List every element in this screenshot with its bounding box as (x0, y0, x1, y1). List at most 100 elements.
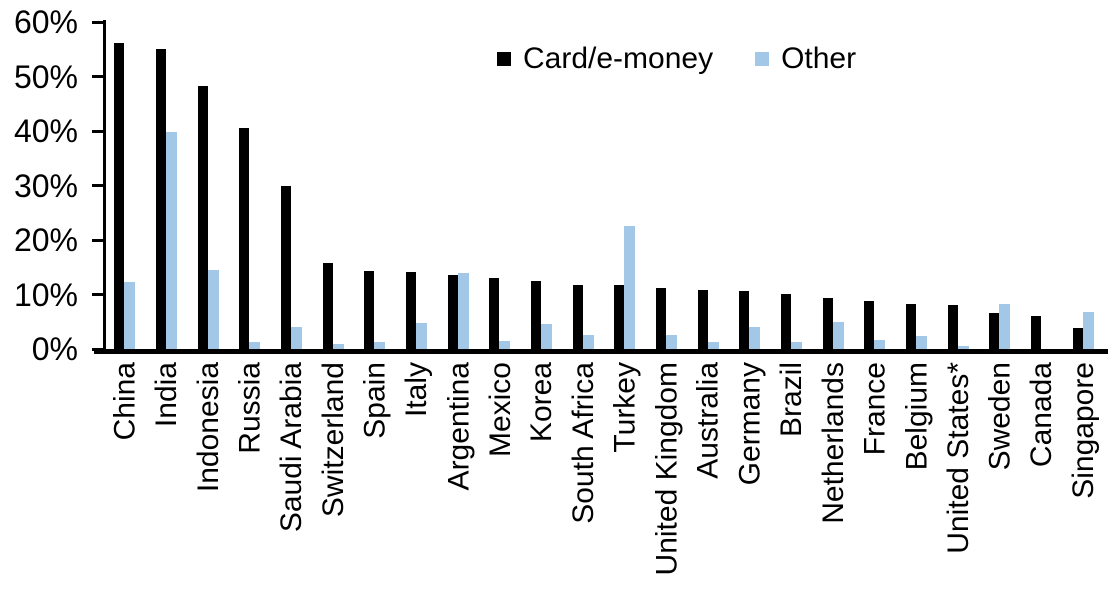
x-cell-france: France (854, 362, 896, 594)
bar-card-e-money-sweden (989, 312, 1000, 349)
bar-other-mexico (499, 340, 511, 349)
bar-group-spain (354, 22, 396, 349)
bar-group-russia (229, 22, 271, 349)
bar-other-saudi-arabia (291, 326, 303, 349)
legend-item-card-e-money: Card/e-money (497, 42, 713, 76)
x-cell-united-kingdom: United Kingdom (646, 362, 688, 594)
bar-card-e-money-spain (364, 271, 375, 349)
bar-group-netherlands (812, 22, 854, 349)
x-label-china: China (108, 362, 142, 441)
x-cell-germany: Germany (729, 362, 771, 594)
bar-group-united-states (937, 22, 979, 349)
bar-card-e-money-switzerland (322, 263, 333, 349)
bar-card-e-money-indonesia (197, 85, 208, 349)
bar-group-france (854, 22, 896, 349)
bar-group-korea (521, 22, 563, 349)
x-cell-italy: Italy (396, 362, 438, 594)
x-label-australia: Australia (692, 362, 726, 479)
x-label-indonesia: Indonesia (192, 362, 226, 493)
bar-other-india (166, 132, 177, 349)
bar-card-e-money-singapore (1072, 327, 1083, 349)
bar-other-indonesia (207, 269, 219, 349)
x-cell-united-states: United States* (937, 362, 979, 594)
bar-card-e-money-south-africa (572, 284, 583, 349)
card-e-money-swatch-icon (497, 52, 511, 66)
bar-group-south-africa (562, 22, 604, 349)
y-tick-50 (92, 75, 103, 78)
bar-group-singapore (1062, 22, 1104, 349)
bar-card-e-money-germany (739, 290, 750, 349)
legend-item-other: Other (755, 42, 856, 76)
bar-other-argentina (457, 272, 469, 349)
x-label-spain: Spain (358, 362, 392, 439)
x-label-netherlands: Netherlands (817, 362, 851, 524)
y-tick-0 (92, 347, 103, 351)
x-label-italy: Italy (400, 362, 434, 418)
y-tick-label-40: 40% (13, 113, 78, 149)
x-cell-sweden: Sweden (979, 362, 1021, 594)
x-cell-china: China (104, 362, 146, 594)
bar-group-united-kingdom (646, 22, 688, 349)
x-label-belgium: Belgium (900, 362, 934, 471)
x-label-germany: Germany (733, 362, 767, 486)
bar-other-russia (249, 342, 261, 349)
x-label-switzerland: Switzerland (317, 362, 351, 518)
bar-other-australia (707, 342, 719, 349)
other-swatch-icon (755, 52, 770, 66)
x-label-saudi-arabia: Saudi Arabia (275, 362, 309, 533)
x-cell-singapore: Singapore (1062, 362, 1104, 594)
x-cell-spain: Spain (354, 362, 396, 594)
bar-group-brazil (771, 22, 813, 349)
bar-card-e-money-belgium (906, 304, 917, 349)
x-cell-india: India (146, 362, 188, 594)
y-axis-line (103, 20, 106, 351)
x-label-united-states: United States* (942, 362, 976, 554)
x-label-canada: Canada (1025, 362, 1059, 468)
bar-card-e-money-united-states (947, 305, 958, 349)
bar-other-singapore (1082, 311, 1094, 349)
bar-card-e-money-france (864, 301, 875, 349)
bar-group-australia (687, 22, 729, 349)
bar-group-indonesia (187, 22, 229, 349)
bar-card-e-money-india (156, 49, 166, 349)
bar-other-germany (749, 326, 761, 349)
bar-card-e-money-turkey (614, 285, 625, 349)
x-label-argentina: Argentina (442, 362, 476, 491)
bar-other-italy (416, 323, 428, 349)
bar-group-argentina (437, 22, 479, 349)
x-label-france: France (858, 362, 892, 456)
legend-label-other: Other (781, 42, 857, 75)
bar-other-united-kingdom (666, 335, 678, 349)
x-cell-saudi-arabia: Saudi Arabia (271, 362, 313, 594)
bar-card-e-money-korea (531, 281, 542, 349)
bar-other-belgium (916, 336, 928, 349)
x-cell-korea: Korea (521, 362, 563, 594)
bar-group-turkey (604, 22, 646, 349)
bar-group-saudi-arabia (271, 22, 313, 349)
bar-other-korea (541, 323, 553, 349)
x-cell-turkey: Turkey (604, 362, 646, 594)
bar-other-south-africa (582, 334, 594, 349)
x-cell-south-africa: South Africa (562, 362, 604, 594)
x-label-turkey: Turkey (608, 362, 642, 453)
x-cell-belgium: Belgium (896, 362, 938, 594)
x-cell-canada: Canada (1021, 362, 1063, 594)
bar-other-united-states (957, 346, 969, 349)
bar-card-e-money-argentina (447, 275, 458, 349)
bar-card-e-money-united-kingdom (656, 287, 667, 349)
x-cell-netherlands: Netherlands (812, 362, 854, 594)
x-axis-line (94, 349, 1108, 354)
bar-other-switzerland (332, 344, 344, 349)
y-tick-30 (92, 184, 103, 187)
y-tick-label-50: 50% (13, 58, 78, 95)
bar-card-e-money-china (114, 42, 125, 349)
bar-group-belgium (896, 22, 938, 349)
bar-other-sweden (999, 304, 1011, 349)
bar-card-e-money-mexico (489, 278, 500, 349)
bar-group-mexico (479, 22, 521, 349)
x-label-mexico: Mexico (483, 362, 517, 458)
bar-card-e-money-saudi-arabia (281, 186, 292, 349)
x-label-singapore: Singapore (1067, 362, 1101, 499)
y-tick-label-30: 30% (13, 167, 78, 204)
